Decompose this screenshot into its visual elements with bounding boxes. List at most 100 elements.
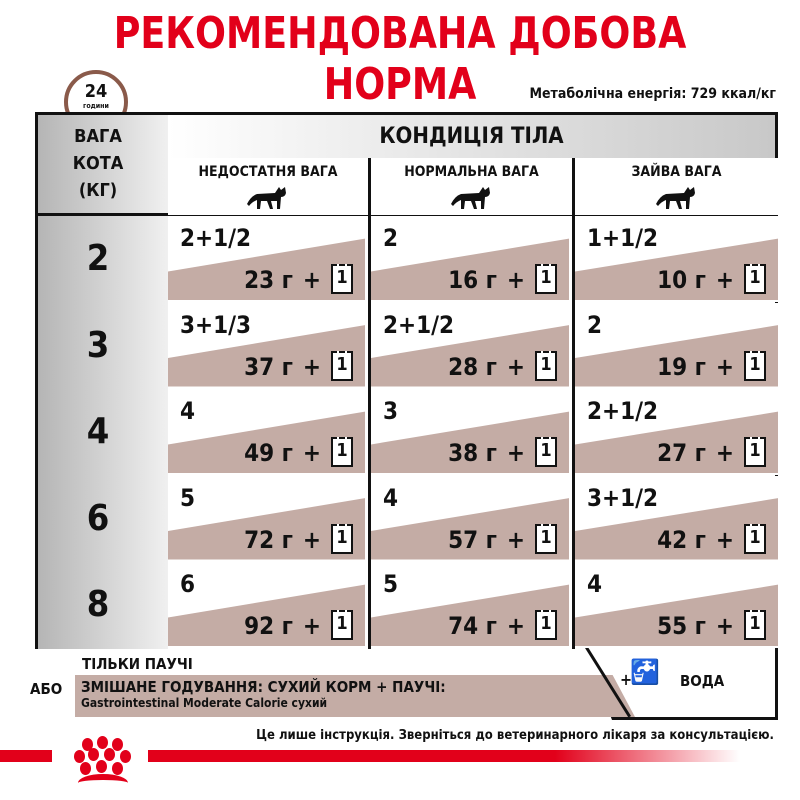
pouch-amount: 2 [587, 310, 603, 339]
dose-cell: 5 74 г +1 [371, 562, 569, 648]
cat-icon [450, 187, 490, 209]
pouch-icon: 1 [744, 523, 766, 554]
pouch-amount: 4 [383, 483, 399, 512]
dose-cell: 2 16 г +1 [371, 216, 569, 302]
plus-sign: + [715, 612, 734, 640]
crown-base [78, 774, 128, 792]
crown-dot [104, 748, 115, 761]
pouch-icon: 1 [535, 610, 557, 640]
dose-cell: 4 49 г +1 [168, 389, 365, 475]
pouch-amount: 6 [180, 570, 196, 598]
plus-sign: + [302, 612, 321, 640]
pouch-amount: 1+1/2 [587, 224, 659, 252]
only-pouch-label: ТІЛЬКИ ПАУЧІ [82, 655, 193, 673]
dose-cell: 6 92 г +1 [168, 562, 365, 648]
dry-amount-group: 57 г +1 [448, 523, 557, 554]
dry-amount-group: 37 г +1 [244, 350, 353, 381]
pouch-icon: 1 [535, 264, 557, 294]
dry-amount: 19 г [657, 352, 706, 381]
dry-amount-group: 42 г +1 [657, 523, 766, 554]
dry-amount-group: 19 г +1 [657, 350, 766, 381]
metabolic-energy: Метаболічна енергія: 729 ккал/кг [529, 86, 776, 102]
pouch-icon: 1 [744, 264, 766, 294]
crown-dot [82, 738, 93, 751]
crown-dot [74, 750, 85, 763]
dry-amount: 55 г [657, 612, 706, 640]
table-row: 4 4 49 г +1 3 38 г +1 2+1/2 27 г +1 [38, 389, 778, 475]
crown-dot [112, 762, 123, 775]
dose-cell: 4 55 г +1 [575, 562, 778, 648]
water-label: ВОДА [680, 672, 725, 690]
pouch-icon: 1 [535, 523, 557, 554]
plus-sign: + [506, 352, 525, 381]
dose-cell: 2+1/2 28 г +1 [371, 302, 569, 389]
dose-cell: 3+1/3 37 г +1 [168, 302, 365, 389]
dose-cell: 4 57 г +1 [371, 475, 569, 562]
dose-cell: 2 19 г +1 [575, 302, 778, 389]
pouch-icon: 1 [744, 350, 766, 381]
column-header: ЗАЙВА ВАГА [575, 158, 778, 215]
table-row: 3 3+1/3 37 г +1 2+1/2 28 г +1 2 19 г +1 [38, 302, 778, 389]
royal-canin-crown-logo [52, 734, 148, 794]
dry-amount-group: 10 г +1 [657, 264, 766, 294]
dry-amount: 74 г [448, 612, 497, 640]
crown-dot [88, 748, 99, 761]
water-tap-icon: 🚰 [630, 658, 660, 686]
column-header: НЕДОСТАТНЯ ВАГА [168, 158, 368, 215]
pouch-icon: 1 [331, 610, 353, 640]
pouch-icon: 1 [331, 264, 353, 294]
clock-number: 24 [84, 81, 108, 102]
dry-amount: 10 г [657, 266, 706, 294]
cat-weight: 8 [86, 584, 110, 625]
plus-sign: + [302, 266, 321, 294]
table-row: 6 5 72 г +1 4 57 г +1 3+1/2 42 г +1 [38, 475, 778, 562]
dose-cell: 5 72 г +1 [168, 475, 365, 562]
dry-amount-group: 23 г +1 [244, 264, 353, 294]
dry-amount-group: 55 г +1 [657, 610, 766, 640]
column-divider [368, 158, 371, 649]
pouch-icon: 1 [535, 350, 557, 381]
plus-sign: + [506, 612, 525, 640]
pouch-icon: 1 [535, 437, 557, 467]
pouch-icon: 1 [331, 437, 353, 467]
dry-amount-group: 74 г +1 [448, 610, 557, 640]
dry-amount: 23 г [244, 266, 293, 294]
pouch-amount: 4 [587, 570, 603, 598]
dry-amount-group: 72 г +1 [244, 523, 353, 554]
mixed-sub-label: Gastrointestinal Moderate Calorie сухий [81, 696, 328, 710]
feeding-table: КОНДИЦІЯ ТІЛА ВАГА КОТА (КГ) НЕДОСТАТНЯ ВА… [35, 112, 778, 649]
water-box: + 🚰 ВОДА [585, 648, 778, 720]
dry-amount: 16 г [448, 266, 497, 294]
dry-amount-group: 49 г +1 [244, 437, 353, 467]
pouch-amount: 5 [180, 483, 196, 512]
pouch-amount: 5 [383, 570, 399, 598]
dry-amount: 49 г [244, 439, 293, 467]
cat-icon [247, 187, 286, 209]
dry-amount: 28 г [448, 352, 497, 381]
crown-dot [96, 760, 107, 773]
cat-weight: 2 [86, 238, 110, 279]
pouch-amount: 2+1/2 [180, 224, 252, 252]
dry-amount: 37 г [244, 352, 293, 381]
dry-amount: 57 г [448, 525, 497, 554]
cat-icon [655, 187, 695, 209]
mixed-label: ЗМІШАНЕ ГОДУВАННЯ: СУХИЙ КОРМ + ПАУЧІ: [81, 678, 446, 696]
pouch-icon: 1 [744, 610, 766, 640]
plus-sign: + [715, 439, 734, 467]
or-label: АБО [30, 680, 63, 698]
crown-dot [80, 762, 91, 775]
condition-header: КОНДИЦІЯ ТІЛА [168, 115, 775, 158]
cat-weight: 4 [86, 411, 110, 452]
cat-weight: 3 [86, 324, 110, 366]
pouch-icon: 1 [744, 437, 766, 467]
crown-dot [120, 750, 131, 763]
crown-dot [112, 738, 123, 751]
pouch-amount: 3 [383, 397, 399, 425]
dry-amount: 42 г [657, 525, 706, 554]
pouch-amount: 2+1/2 [587, 397, 659, 425]
plus-sign: + [715, 266, 734, 294]
dose-cell: 3+1/2 42 г +1 [575, 475, 778, 562]
dose-cell: 2+1/2 27 г +1 [575, 389, 778, 475]
plus-sign: + [302, 352, 321, 381]
dry-amount: 92 г [244, 612, 293, 640]
